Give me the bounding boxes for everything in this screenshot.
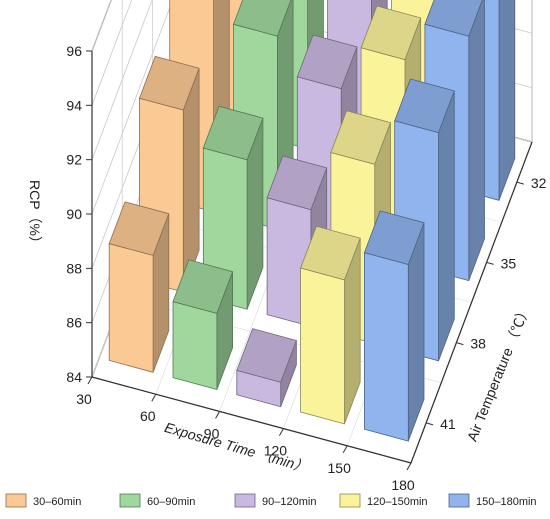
y-tick-label: 32 bbox=[531, 175, 547, 191]
legend-item: 120–150min bbox=[339, 493, 428, 508]
x-tick-mark bbox=[151, 393, 157, 402]
chart-legend: 30–60min 60–90min 90–120min 120–150min 150–1… bbox=[5, 493, 537, 508]
legend-swatch bbox=[119, 493, 141, 508]
bar-side bbox=[468, 0, 485, 281]
y-tick-label: 41 bbox=[440, 416, 456, 432]
legend-label: 30–60min bbox=[33, 496, 81, 508]
x-tick-label: 30 bbox=[76, 391, 92, 407]
bar bbox=[236, 328, 297, 408]
y-tick-mark bbox=[425, 422, 434, 426]
y-axis-line bbox=[410, 141, 533, 464]
bar bbox=[108, 201, 170, 373]
chart-tick-labels: 84 86 88 90 92 94 96 30 60 90 120 150 180 41 38 35 32 bbox=[66, 43, 546, 493]
bar bbox=[300, 225, 361, 425]
legend-swatch bbox=[448, 493, 470, 508]
legend-label: 120–150min bbox=[367, 496, 428, 508]
legend-item: 90–120min bbox=[234, 493, 316, 508]
x-axis-title: Exposure Time （min） bbox=[163, 419, 310, 475]
x-tick-label: 90 bbox=[204, 425, 220, 441]
x-tick-label: 150 bbox=[328, 460, 352, 476]
x-tick-label: 120 bbox=[264, 443, 288, 459]
bar-top bbox=[172, 259, 234, 314]
z-tick-label: 92 bbox=[66, 152, 82, 168]
z-tick-label: 96 bbox=[66, 43, 82, 59]
z-tick-label: 84 bbox=[66, 369, 82, 385]
legend-label: 60–90min bbox=[147, 496, 195, 508]
z-axis-title: RCP（%） bbox=[27, 180, 43, 250]
legend-item: 60–90min bbox=[119, 493, 195, 508]
bar-front bbox=[363, 252, 409, 442]
legend-swatch bbox=[339, 493, 361, 508]
y-tick-label: 38 bbox=[470, 336, 486, 352]
bar-top bbox=[330, 110, 392, 165]
bar-top bbox=[300, 225, 361, 281]
x-tick-label: 180 bbox=[391, 477, 415, 493]
bar-top bbox=[108, 201, 170, 256]
z-gridline bbox=[91, 0, 174, 215]
chart-axes bbox=[86, 50, 533, 471]
bar-top bbox=[394, 78, 455, 134]
bar-top bbox=[266, 155, 328, 211]
bar-side bbox=[498, 0, 516, 201]
x-tick-mark bbox=[278, 428, 284, 436]
z-tick-label: 94 bbox=[66, 97, 82, 113]
bar-top bbox=[202, 105, 264, 161]
y-axis-title: Air Temperature （℃） bbox=[464, 303, 533, 444]
legend-item: 30–60min bbox=[5, 493, 81, 508]
x-tick-mark bbox=[215, 411, 221, 419]
legend-label: 90–120min bbox=[262, 496, 316, 508]
bar-top bbox=[138, 55, 200, 111]
chart-bars bbox=[108, 0, 516, 442]
x-tick-mark bbox=[406, 462, 412, 471]
y-tick-mark bbox=[456, 342, 464, 346]
legend-swatch bbox=[234, 493, 256, 508]
bar-top bbox=[360, 5, 422, 61]
legend-swatch bbox=[5, 493, 27, 508]
y-tick-mark bbox=[516, 181, 525, 185]
bar-top bbox=[363, 210, 425, 265]
x-tick-mark bbox=[87, 376, 93, 385]
legend-item: 150–180min bbox=[448, 493, 537, 508]
z-tick-label: 88 bbox=[66, 260, 82, 276]
z-gridline bbox=[91, 0, 153, 160]
bar-top bbox=[232, 0, 292, 37]
bar bbox=[363, 210, 425, 442]
z-tick-label: 90 bbox=[66, 206, 82, 222]
bar-top bbox=[296, 34, 358, 90]
bar-front bbox=[172, 301, 218, 391]
bar bbox=[172, 259, 234, 391]
bar-top bbox=[236, 328, 297, 383]
bar-top bbox=[424, 0, 483, 37]
z-tick-label: 86 bbox=[66, 315, 82, 331]
x-axis-line bbox=[91, 376, 412, 464]
legend-label: 150–180min bbox=[476, 496, 537, 508]
x-tick-mark bbox=[342, 445, 348, 454]
y-tick-mark bbox=[486, 261, 494, 265]
bar-front bbox=[300, 267, 345, 425]
y-tick-label: 35 bbox=[501, 255, 517, 271]
bar-side bbox=[438, 90, 455, 361]
x-tick-label: 60 bbox=[140, 408, 156, 424]
bar-front bbox=[108, 243, 154, 373]
